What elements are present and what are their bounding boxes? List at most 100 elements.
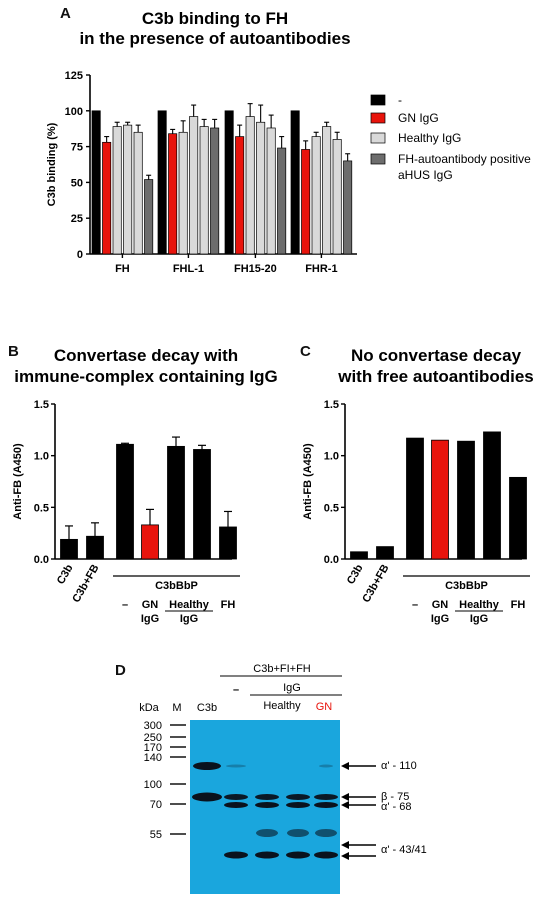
blot-band: [255, 794, 279, 800]
blot-band: [315, 829, 337, 837]
band-arrowhead: [341, 801, 349, 809]
legend-swatch: [370, 132, 386, 144]
blot-band: [287, 829, 309, 837]
western-blot-d: C3b+FI+FH – IgG Healthy GN kDa M C3b 30025017014…: [139, 663, 427, 894]
bar: [210, 127, 220, 255]
blot-band: [286, 794, 310, 800]
marker-label: 100: [144, 779, 162, 791]
blot-band: [319, 764, 333, 768]
blot-band: [286, 802, 310, 808]
y-tick-label: 0.5: [324, 502, 339, 514]
blot-band: [192, 792, 222, 802]
bar: [431, 439, 449, 560]
band-arrowhead: [341, 793, 349, 801]
band-arrowhead: [341, 841, 349, 849]
group-label: C3bBbP: [445, 580, 488, 592]
chart-subtitle: immune-complex containing IgG: [14, 367, 278, 386]
x-tick-label: C3b: [345, 562, 366, 586]
bar: [167, 445, 185, 560]
gn-label: GN: [316, 701, 333, 713]
bar: [86, 535, 104, 560]
band-arrowhead: [341, 762, 349, 770]
marker-label: 250: [144, 732, 162, 744]
panel-letter-a: A: [60, 5, 71, 22]
legend-swatch: [370, 112, 386, 124]
band-label: α' - 68: [381, 801, 411, 813]
y-tick-label: 1.0: [34, 451, 49, 463]
y-tick-label: 0.5: [34, 502, 49, 514]
x-tick-label: IgG: [141, 613, 159, 625]
bar: [406, 437, 424, 560]
bar: [178, 131, 188, 255]
bar: [277, 147, 287, 255]
bar: [224, 110, 234, 255]
marker-lane-label: M: [172, 702, 181, 714]
x-tick-label: FH: [221, 599, 236, 611]
band-label: α' - 110: [381, 760, 417, 772]
marker-label: 170: [144, 742, 162, 754]
legend-swatch: [370, 153, 386, 165]
band-label: β - 75: [381, 791, 409, 803]
y-tick-label: 75: [71, 142, 83, 154]
blot-band: [256, 829, 278, 837]
c3b-lane-label: C3b: [197, 702, 217, 714]
x-tick-label: FHR-1: [305, 263, 337, 275]
y-tick-label: 50: [71, 177, 83, 189]
legend-label: aHUS IgG: [398, 168, 453, 182]
y-axis-label: Anti-FB (A450): [302, 443, 314, 520]
blot-band: [286, 851, 310, 859]
y-tick-label: 100: [65, 106, 83, 118]
x-tick-label: C3b: [55, 562, 76, 586]
bar: [322, 126, 332, 255]
bar: [457, 440, 475, 560]
blot-band: [224, 851, 248, 859]
x-tick-label: FH: [511, 599, 526, 611]
legend-label: FH-autoantibody positive: [398, 152, 531, 166]
blot-band: [314, 794, 338, 800]
blot-band: [314, 851, 338, 859]
chart-subtitle: in the presence of autoantibodies: [79, 29, 350, 48]
bar: [235, 136, 245, 255]
panel-letter-d: D: [115, 662, 126, 679]
legend-label: GN IgG: [398, 111, 439, 125]
x-tick-label: GN: [432, 599, 449, 611]
bar: [91, 110, 101, 255]
bar: [116, 443, 134, 560]
bar: [245, 116, 255, 255]
bar: [376, 546, 394, 560]
bar: [256, 121, 266, 255]
chart-title: Convertase decay with: [54, 346, 238, 365]
blot-band: [255, 851, 279, 859]
bar: [199, 126, 209, 255]
blot-band: [224, 802, 248, 808]
bar: [189, 116, 199, 255]
x-tick-label: FHL-1: [173, 263, 204, 275]
chart-b: Convertase decay with immune-complex cont…: [12, 346, 278, 625]
bar: [123, 124, 133, 255]
x-tick-label: –: [412, 599, 418, 611]
bar: [219, 526, 237, 560]
blot-band: [314, 802, 338, 808]
marker-label: 300: [144, 720, 162, 732]
x-tick-label: Healthy: [169, 599, 210, 611]
y-tick-label: 125: [65, 70, 83, 82]
bar: [112, 126, 122, 255]
chart-title: C3b binding to FH: [142, 9, 288, 28]
blot-band: [224, 794, 248, 800]
bar: [332, 139, 342, 255]
healthy-label: Healthy: [263, 700, 301, 712]
y-axis-label: Anti-FB (A450): [12, 443, 24, 520]
bar: [290, 110, 300, 255]
panel-letter-c: C: [300, 343, 311, 360]
y-tick-label: 1.0: [324, 451, 339, 463]
bar: [157, 110, 167, 255]
x-tick-label: GN: [142, 599, 159, 611]
blot-band: [255, 802, 279, 808]
x-tick-label: Healthy: [459, 599, 500, 611]
x-tick-label: IgG: [180, 613, 198, 625]
bar: [102, 141, 112, 255]
chart-subtitle: with free autoantibodies: [337, 367, 534, 386]
bar: [133, 131, 143, 255]
legend-label: -: [398, 93, 402, 107]
